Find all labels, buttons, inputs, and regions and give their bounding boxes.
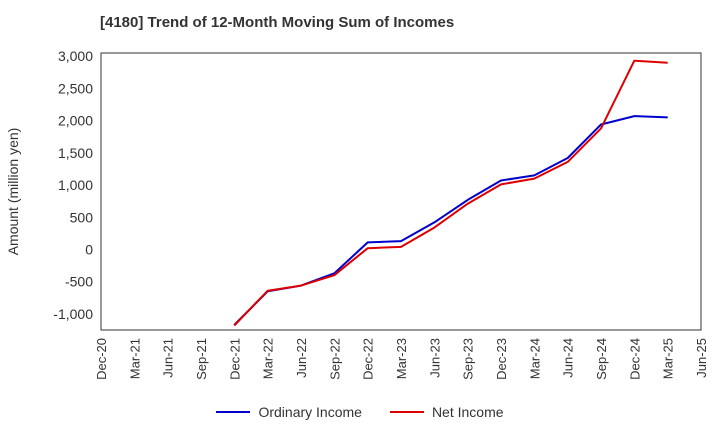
plot-frame [100, 52, 702, 331]
x-tick-label: Dec-21 [227, 338, 242, 380]
x-tick-label: Sep-23 [461, 338, 476, 380]
x-tick-label: Jun-25 [694, 338, 709, 378]
ordinary-income-swatch [216, 411, 251, 413]
y-tick-label: 1,500 [58, 145, 93, 161]
y-tick-label: 500 [70, 209, 94, 225]
chart-title: [4180] Trend of 12-Month Moving Sum of I… [100, 14, 455, 31]
y-tick-label: -500 [65, 274, 93, 290]
y-tick-label: 2,000 [58, 113, 93, 129]
x-tick-label: Mar-21 [127, 338, 142, 379]
x-tick-label: Dec-24 [627, 338, 642, 380]
series-line-net-income [233, 59, 668, 327]
y-axis-label: Amount (million yen) [5, 128, 21, 256]
y-tick-label: 1,000 [58, 177, 93, 193]
net-income-swatch [389, 411, 424, 413]
x-tick-label: Sep-22 [327, 338, 342, 380]
legend: Ordinary Income Net Income [0, 404, 720, 420]
x-tick-label: Jun-24 [561, 338, 576, 378]
x-tick-label: Dec-20 [94, 338, 109, 380]
x-tick-label: Mar-25 [661, 338, 676, 379]
y-tick-label: -1,000 [53, 306, 93, 322]
x-tick-label: Jun-23 [427, 338, 442, 378]
x-tick-label: Mar-22 [261, 338, 276, 379]
x-tick-label: Jun-21 [161, 338, 176, 378]
y-tick-label: 2,500 [58, 80, 93, 96]
legend-label-ordinary-income: Ordinary Income [258, 404, 362, 420]
legend-label-net-income: Net Income [431, 404, 504, 420]
legend-item-net-income: Net Income [389, 404, 504, 420]
y-tick-label: 3,000 [58, 48, 93, 64]
x-tick-label: Mar-24 [527, 338, 542, 379]
y-tick-label: 0 [85, 241, 93, 257]
x-tick-label: Dec-22 [361, 338, 376, 380]
x-tick-label: Sep-24 [594, 338, 609, 380]
x-tick-label: Dec-23 [494, 338, 509, 380]
legend-item-ordinary-income: Ordinary Income [216, 404, 362, 420]
x-tick-label: Sep-21 [194, 338, 209, 380]
x-tick-label: Mar-23 [394, 338, 409, 379]
x-tick-label: Jun-22 [294, 338, 309, 378]
